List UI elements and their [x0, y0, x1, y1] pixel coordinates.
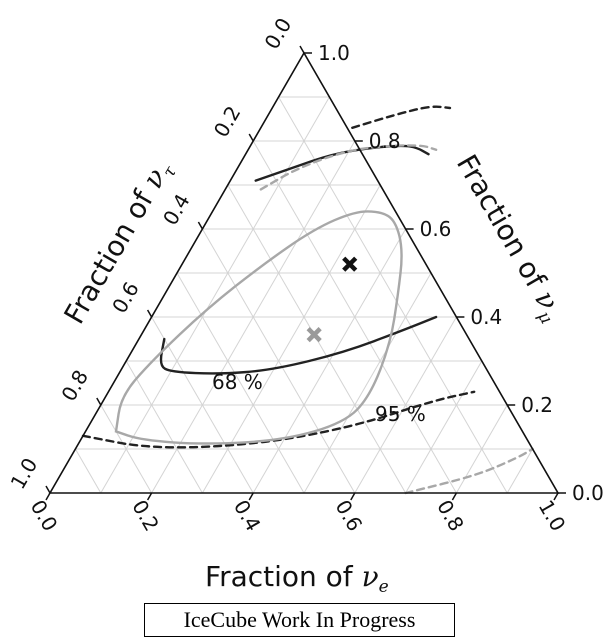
tick-bottom	[451, 492, 458, 501]
contour-label-95: 95 %	[375, 402, 426, 426]
grid-line	[201, 184, 381, 494]
tick-bottom	[553, 492, 559, 501]
marker-black-best-fit	[342, 256, 358, 272]
tick-label-bottom: 0.4	[229, 496, 266, 536]
grid-line	[125, 360, 203, 494]
tick-label-left: 0.8	[56, 366, 93, 406]
tick-label-bottom: 0.2	[127, 496, 164, 536]
chart-frame	[48, 51, 560, 494]
marker-stroke	[342, 256, 358, 272]
chart-grid	[74, 96, 534, 494]
tick-left	[96, 397, 102, 406]
tick-label-right: 0.8	[369, 129, 401, 153]
tick-label-left: 1.0	[6, 454, 43, 494]
tick-label-right: 0.6	[420, 217, 452, 241]
contour-label-68: 68 %	[212, 370, 263, 394]
contour-grey-68	[114, 210, 403, 445]
contour-black-95-upper	[351, 105, 452, 129]
tick-label-bottom: 1.0	[534, 496, 571, 536]
grid-line	[354, 316, 457, 494]
grid-line	[74, 448, 102, 494]
tick-label-bottom: 0.6	[331, 496, 368, 536]
tick-left	[299, 45, 305, 54]
tick-left	[197, 221, 204, 230]
contour-grey-95-upper	[259, 144, 438, 191]
tick-label-right: 0.0	[572, 481, 604, 505]
grid-line	[100, 404, 153, 494]
contour-black-68-lower	[159, 315, 438, 375]
tick-bottom	[350, 492, 356, 501]
tick-left	[146, 309, 153, 318]
tick-label-left: 0.4	[158, 190, 195, 230]
chart-contours	[81, 105, 534, 495]
contour-grey-95-lower	[404, 447, 534, 495]
tick-left	[45, 485, 51, 494]
marker-grey-best-fit	[306, 327, 322, 343]
watermark: IceCube Work In Progress	[144, 603, 455, 637]
grid-line	[100, 96, 330, 494]
tick-label-bottom: 0.8	[432, 496, 469, 536]
tick-label-right: 1.0	[318, 41, 350, 65]
marker-stroke	[306, 327, 322, 343]
tick-label-right: 0.2	[521, 393, 553, 417]
grid-line	[176, 272, 305, 494]
axis-title-right: Fraction of νμ	[446, 149, 570, 327]
triangle-frame	[48, 51, 560, 494]
tick-bottom	[45, 492, 51, 501]
tick-label-left: 0.0	[260, 14, 297, 54]
tick-label-right: 0.4	[470, 305, 502, 329]
grid-line	[405, 360, 483, 494]
contour-black-95-lower	[81, 390, 476, 449]
tick-label-bottom: 0.0	[26, 496, 63, 536]
axis-title-bottom: Fraction of νe	[205, 560, 389, 597]
grid-line	[278, 96, 508, 494]
tick-label-left: 0.2	[209, 102, 246, 142]
grid-line	[303, 272, 432, 494]
tick-label-left: 0.6	[107, 278, 144, 318]
tick-left	[248, 133, 254, 142]
tick-bottom	[146, 492, 153, 501]
grid-line	[506, 448, 534, 494]
chart-markers	[306, 256, 358, 343]
tick-bottom	[248, 492, 254, 501]
